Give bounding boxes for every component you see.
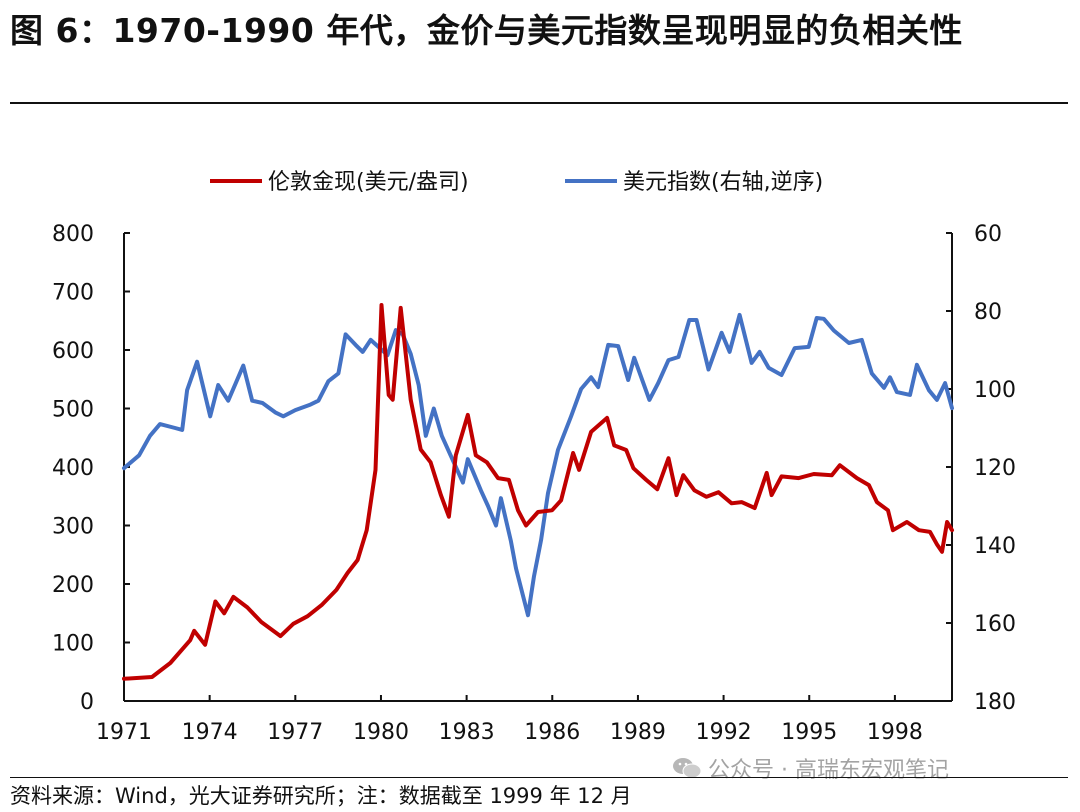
axes: 0 100 200 300 400 500 600 700 800 60 80 100 120 140 16… — [52, 222, 1016, 745]
footer-divider — [10, 777, 1068, 778]
legend-label-0: 伦敦金现(美元/盎司) — [268, 170, 469, 195]
x-tick-label: 1995 — [781, 720, 837, 745]
left-tick-label: 200 — [52, 573, 94, 598]
series-lines — [122, 303, 954, 681]
legend-label-1: 美元指数(右轴,逆序) — [623, 170, 823, 195]
right-tick-label: 140 — [974, 534, 1016, 559]
figure-title: 图 6：1970-1990 年代，金价与美元指数呈现明显的负相关性 — [10, 11, 963, 50]
right-tick-label: 120 — [974, 456, 1016, 481]
right-tick-label: 100 — [974, 378, 1016, 403]
left-tick-label: 300 — [52, 515, 94, 540]
left-tick-label: 700 — [52, 281, 94, 306]
title-divider — [10, 102, 1068, 104]
right-tick-label: 160 — [974, 612, 1016, 637]
right-tick-label: 60 — [974, 222, 1002, 247]
watermark-text: 公众号 · 高瑞东宏观笔记 — [708, 758, 949, 783]
left-tick-label: 100 — [52, 632, 94, 657]
legend: 伦敦金现(美元/盎司) 美元指数(右轴,逆序) — [210, 170, 823, 195]
x-tick-label: 1998 — [867, 720, 923, 745]
wechat-icon — [673, 758, 702, 779]
left-tick-label: 400 — [52, 456, 94, 481]
x-tick-label: 1971 — [96, 720, 152, 745]
x-tick-label: 1980 — [353, 720, 409, 745]
right-tick-label: 180 — [974, 690, 1016, 715]
x-tick-label: 1986 — [524, 720, 580, 745]
source-note: 资料来源：Wind，光大证券研究所；注：数据截至 1999 年 12 月 — [10, 784, 632, 808]
series-line-0 — [122, 303, 954, 681]
left-tick-label: 0 — [80, 690, 94, 715]
watermark: 公众号 · 高瑞东宏观笔记 — [672, 752, 949, 784]
x-tick-label: 1992 — [696, 720, 752, 745]
x-tick-label: 1974 — [182, 720, 238, 745]
left-tick-label: 800 — [52, 222, 94, 247]
series-line-1 — [122, 312, 954, 618]
x-tick-label: 1989 — [610, 720, 666, 745]
x-tick-label: 1977 — [267, 720, 323, 745]
right-tick-label: 80 — [974, 300, 1002, 325]
left-tick-label: 500 — [52, 398, 94, 423]
x-tick-label: 1983 — [439, 720, 495, 745]
left-tick-label: 600 — [52, 339, 94, 364]
